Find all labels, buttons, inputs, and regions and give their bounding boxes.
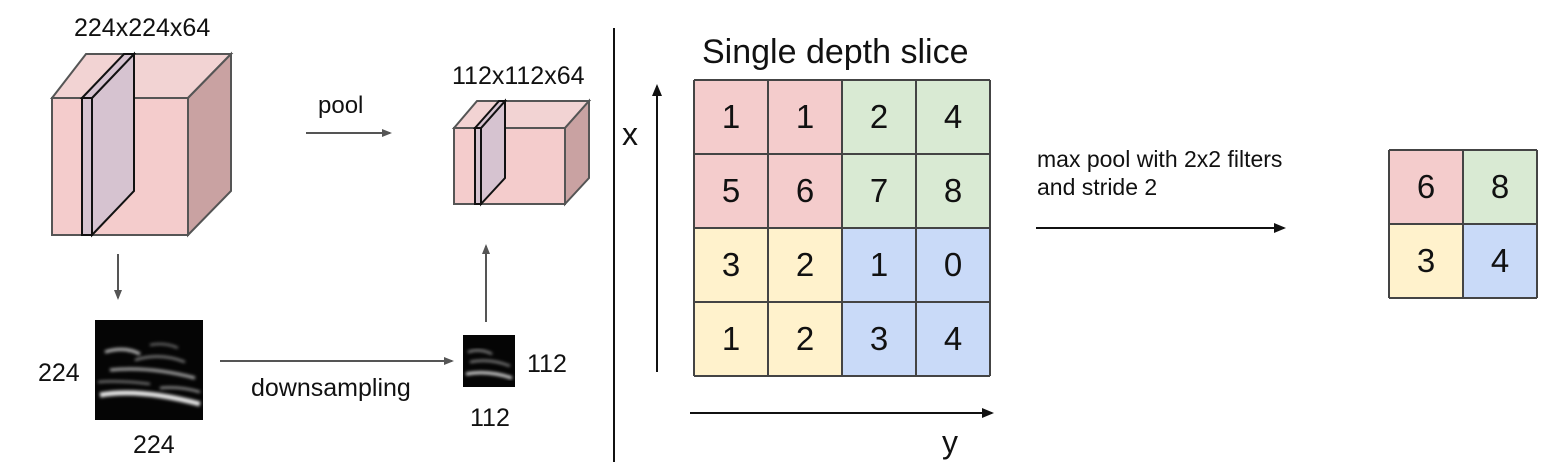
- input-grid-cell-r3-c2: 3: [842, 302, 916, 376]
- input-volume: [49, 51, 234, 238]
- output-grid-cell-r0-c1: 8: [1463, 150, 1537, 224]
- output-activation-streaks: [465, 349, 513, 380]
- output-grid-cell-r1-c0: 3: [1389, 224, 1463, 298]
- input-grid-cell-r1-c0: 5: [694, 154, 768, 228]
- input-grid-gridline-h: [694, 79, 990, 81]
- pool-label: pool: [318, 92, 364, 119]
- input-grid-gridline-h: [694, 375, 990, 377]
- input-grid-cell-r0-c3: 4: [916, 80, 990, 154]
- input-activation-image: [95, 320, 203, 420]
- input-grid-cell-r2-c2: 1: [842, 228, 916, 302]
- input-grid-cell-r2-c3: 0: [916, 228, 990, 302]
- output-grid-gridline-h: [1389, 297, 1537, 299]
- output-width-label: 112: [470, 404, 510, 432]
- input-grid-cell-r2-c0: 3: [694, 228, 768, 302]
- depth-slice-title: Single depth slice: [702, 33, 969, 71]
- output-grid-cell-r1-c1: 4: [1463, 224, 1537, 298]
- pooled-volume-front: [453, 127, 566, 205]
- input-grid-cell-r1-c2: 7: [842, 154, 916, 228]
- input-grid-cell-r2-c1: 2: [768, 228, 842, 302]
- output-grid-gridline-v: [1462, 150, 1464, 298]
- input-activation-streaks: [97, 343, 201, 407]
- output-height-label: 112: [527, 350, 567, 378]
- pooled-volume-label: 112x112x64: [452, 62, 585, 90]
- pooled-volume: [451, 98, 592, 207]
- input-grid-cell-r3-c3: 4: [916, 302, 990, 376]
- input-grid-cell-r3-c1: 2: [768, 302, 842, 376]
- input-width-label: 224: [133, 431, 175, 459]
- output-grid-gridline-v: [1536, 150, 1538, 298]
- input-slice-front: [81, 97, 93, 236]
- input-volume-label: 224x224x64: [74, 14, 211, 42]
- pooled-slice-front: [474, 127, 482, 205]
- input-grid-cell-r0-c1: 1: [768, 80, 842, 154]
- y-axis-label: y: [942, 424, 958, 460]
- input-grid-gridline-h: [694, 301, 990, 303]
- input-grid-gridline-v: [989, 80, 991, 376]
- output-activation-image: [463, 335, 515, 387]
- output-grid-gridline-h: [1389, 149, 1537, 151]
- downsampling-label: downsampling: [251, 374, 411, 402]
- operation-label-line1: max pool with 2x2 filters: [1037, 146, 1283, 172]
- input-grid-gridline-v: [693, 80, 695, 376]
- input-grid-cell-r0-c0: 1: [694, 80, 768, 154]
- input-grid-cell-r3-c0: 1: [694, 302, 768, 376]
- output-grid-gridline-v: [1388, 150, 1390, 298]
- input-height-label: 224: [38, 359, 80, 387]
- input-grid-gridline-v: [841, 80, 843, 376]
- input-grid-cell-r1-c3: 8: [916, 154, 990, 228]
- output-grid-cell-r0-c0: 6: [1389, 150, 1463, 224]
- x-axis-label: x: [622, 116, 638, 152]
- input-grid-cell-r1-c1: 6: [768, 154, 842, 228]
- input-grid-gridline-v: [915, 80, 917, 376]
- operation-label-line2: and stride 2: [1037, 174, 1158, 200]
- input-grid-cell-r0-c2: 2: [842, 80, 916, 154]
